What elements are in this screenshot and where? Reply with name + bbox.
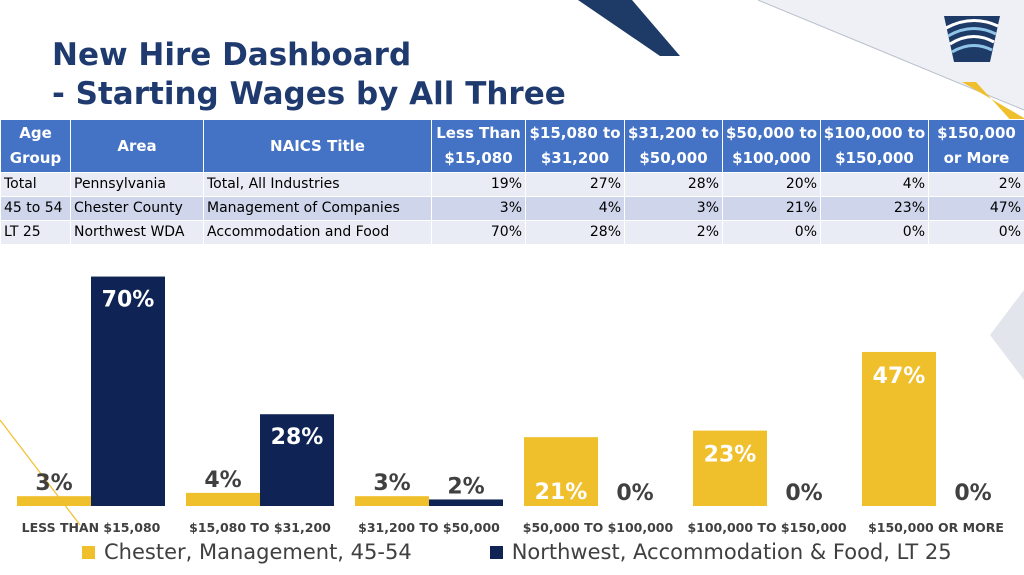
data-label: 2%	[447, 474, 484, 499]
cell-value: 3%	[431, 196, 526, 221]
cell-value: 0%	[820, 220, 929, 245]
corner-light-band	[635, 0, 1024, 110]
cell-value: 47%	[928, 196, 1024, 221]
header-31200-to-50000: $31,200 to $50,000	[624, 119, 723, 173]
table-row: Total Pennsylvania Total, All Industries…	[0, 172, 1024, 197]
bar-chester	[693, 430, 767, 506]
data-label: 0%	[785, 481, 822, 506]
bar-northwest	[91, 276, 165, 506]
x-tick-label: $50,000 TO $100,000	[523, 520, 674, 535]
keystone-logo-icon	[944, 16, 1000, 62]
wage-table: Age Group Area NAICS Title Less Than $15…	[0, 119, 1024, 245]
table-row: 45 to 54 Chester County Management of Co…	[0, 196, 1024, 221]
cell-area: Northwest WDA	[70, 220, 204, 245]
header-100000-to-150000: $100,000 to $150,000	[820, 119, 929, 173]
legend-item-chester: Chester, Management, 45-54	[82, 540, 412, 564]
cell-value: 27%	[525, 172, 625, 197]
table-header-row: Age Group Area NAICS Title Less Than $15…	[0, 119, 1024, 173]
wage-bar-chart: 3% 70% LESS THAN $15,080 4% 28% $15,080 TO $3…	[17, 276, 1004, 535]
cell-value: 23%	[820, 196, 929, 221]
data-label: 47%	[873, 364, 926, 389]
corner-navy-stripe	[578, 0, 680, 56]
header-area: Area	[70, 119, 204, 173]
cell-value: 28%	[525, 220, 625, 245]
bar-northwest	[260, 414, 334, 506]
cell-value: 4%	[820, 172, 929, 197]
data-label: 23%	[704, 443, 757, 468]
cell-age-group: LT 25	[0, 220, 71, 245]
header-50000-to-100000: $50,000 to $100,000	[722, 119, 821, 173]
cell-value: 21%	[722, 196, 821, 221]
header-less-than-15080: Less Than $15,080	[431, 119, 526, 173]
bar-chester	[862, 351, 936, 506]
data-label: 0%	[954, 481, 991, 506]
header-15080-to-31200: $15,080 to $31,200	[525, 119, 625, 173]
cell-value: 20%	[722, 172, 821, 197]
page-title: New Hire Dashboard - Starting Wages by A…	[52, 36, 566, 114]
bar-chester	[355, 496, 429, 506]
cell-value: 4%	[525, 196, 625, 221]
cell-value: 0%	[722, 220, 821, 245]
cell-naics-title: Management of Companies	[203, 196, 432, 221]
data-label: 0%	[616, 481, 653, 506]
cell-naics-title: Accommodation and Food	[203, 220, 432, 245]
x-tick-label: LESS THAN $15,080	[22, 520, 161, 535]
cell-value: 3%	[624, 196, 723, 221]
cell-value: 2%	[624, 220, 723, 245]
legend-label-chester: Chester, Management, 45-54	[104, 540, 412, 564]
cell-value: 2%	[928, 172, 1024, 197]
data-label: 70%	[102, 288, 155, 313]
cell-value: 70%	[431, 220, 526, 245]
data-label: 3%	[35, 471, 72, 496]
bar-chester	[17, 496, 91, 506]
cell-value: 28%	[624, 172, 723, 197]
header-naics-title: NAICS Title	[203, 119, 432, 173]
x-tick-label: $150,000 OR MORE	[868, 520, 1004, 535]
chart-legend: Chester, Management, 45-54 Northwest, Ac…	[82, 537, 1024, 567]
data-label: 21%	[535, 480, 588, 505]
bar-northwest	[429, 499, 503, 506]
cell-value: 19%	[431, 172, 526, 197]
legend-swatch-navy	[489, 545, 503, 559]
legend-label-northwest: Northwest, Accommodation & Food, LT 25	[511, 540, 952, 564]
header-age-group: Age Group	[0, 119, 71, 173]
cell-value: 0%	[928, 220, 1024, 245]
legend-item-northwest: Northwest, Accommodation & Food, LT 25	[489, 540, 952, 564]
cell-age-group: 45 to 54	[0, 196, 71, 221]
cell-area: Pennsylvania	[70, 172, 204, 197]
right-gray-wedge	[990, 290, 1024, 380]
title-line-1: New Hire Dashboard	[52, 37, 412, 73]
x-tick-label: $100,000 TO $150,000	[687, 520, 846, 535]
cell-naics-title: Total, All Industries	[203, 172, 432, 197]
title-line-2: - Starting Wages by All Three	[52, 76, 566, 112]
cell-age-group: Total	[0, 172, 71, 197]
x-tick-label: $31,200 TO $50,000	[358, 520, 500, 535]
gold-accent-line	[0, 419, 81, 526]
bar-chester	[186, 492, 260, 506]
legend-swatch-gold	[82, 545, 95, 559]
data-label: 3%	[373, 471, 410, 496]
cell-area: Chester County	[70, 196, 204, 221]
table-row: LT 25 Northwest WDA Accommodation and Fo…	[0, 220, 1024, 245]
data-label: 28%	[271, 425, 324, 450]
header-150000-or-more: $150,000 or More	[928, 119, 1024, 173]
bar-chester	[524, 437, 598, 506]
x-tick-label: $15,080 TO $31,200	[189, 520, 331, 535]
data-label: 4%	[204, 468, 241, 493]
